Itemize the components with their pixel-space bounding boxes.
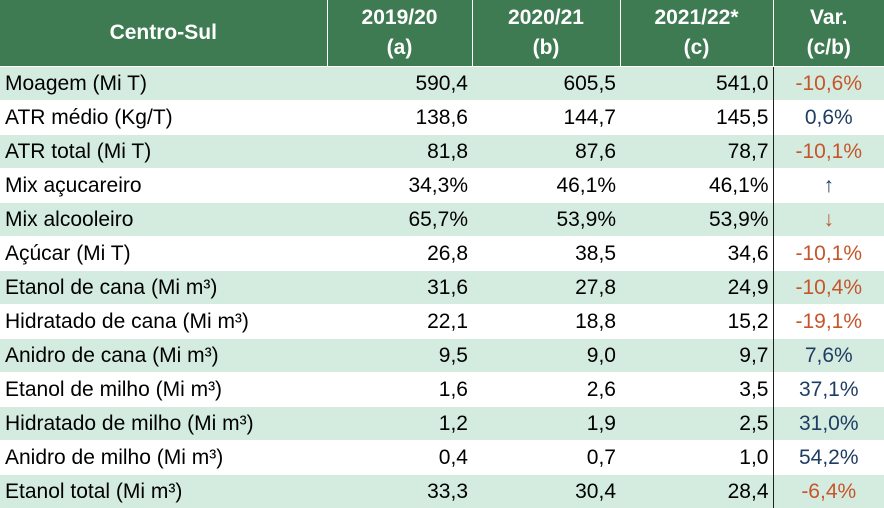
cell-variation: -6,4% bbox=[773, 475, 884, 508]
header-col1-year: 2019/20 bbox=[328, 3, 472, 33]
cell-2019-20: 31,6 bbox=[327, 271, 472, 305]
row-label: Etanol de cana (Mi m³) bbox=[0, 271, 327, 305]
cell-2019-20: 138,6 bbox=[327, 101, 472, 135]
header-col2-year: 2020/21 bbox=[473, 3, 620, 33]
row-label: Mix açucareiro bbox=[0, 169, 327, 203]
cell-2019-20: 81,8 bbox=[327, 135, 472, 169]
cell-2021-22: 15,2 bbox=[620, 305, 773, 339]
cell-2020-21: 53,9% bbox=[472, 203, 620, 237]
row-label: Hidratado de cana (Mi m³) bbox=[0, 305, 327, 339]
cell-variation: 31,0% bbox=[773, 407, 884, 441]
cell-2019-20: 33,3 bbox=[327, 475, 472, 508]
cell-variation: 7,6% bbox=[773, 339, 884, 373]
cell-2019-20: 34,3% bbox=[327, 169, 472, 203]
cell-2021-22: 53,9% bbox=[620, 203, 773, 237]
cell-variation: -10,6% bbox=[773, 67, 884, 101]
cell-2021-22: 2,5 bbox=[620, 407, 773, 441]
header-col1-tag: (a) bbox=[328, 33, 472, 63]
cell-2019-20: 1,6 bbox=[327, 373, 472, 407]
cell-variation: 37,1% bbox=[773, 373, 884, 407]
cell-2019-20: 590,4 bbox=[327, 67, 472, 101]
cell-2020-21: 144,7 bbox=[472, 101, 620, 135]
header-col2-tag: (b) bbox=[473, 33, 620, 63]
cell-2019-20: 1,2 bbox=[327, 407, 472, 441]
row-label: Etanol de milho (Mi m³) bbox=[0, 373, 327, 407]
row-label: Açúcar (Mi T) bbox=[0, 237, 327, 271]
cell-2020-21: 27,8 bbox=[472, 271, 620, 305]
cell-2020-21: 1,9 bbox=[472, 407, 620, 441]
cell-variation: -10,1% bbox=[773, 135, 884, 169]
cell-variation: -10,1% bbox=[773, 237, 884, 271]
cell-variation: ↑ bbox=[773, 169, 884, 203]
table-header: Centro-Sul 2019/20 (a) 2020/21 (b) 2021/… bbox=[0, 0, 884, 67]
cell-2019-20: 22,1 bbox=[327, 305, 472, 339]
cell-2020-21: 605,5 bbox=[472, 67, 620, 101]
row-label: Hidratado de milho (Mi m³) bbox=[0, 407, 327, 441]
cell-2021-22: 541,0 bbox=[620, 67, 773, 101]
row-label: Etanol total (Mi m³) bbox=[0, 475, 327, 508]
cell-2021-22: 78,7 bbox=[620, 135, 773, 169]
cell-2021-22: 28,4 bbox=[620, 475, 773, 508]
row-label: Anidro de milho (Mi m³) bbox=[0, 441, 327, 475]
cell-2020-21: 38,5 bbox=[472, 237, 620, 271]
header-col3-tag: (c) bbox=[621, 33, 773, 63]
cell-variation: -19,1% bbox=[773, 305, 884, 339]
cell-2021-22: 46,1% bbox=[620, 169, 773, 203]
cell-2020-21: 0,7 bbox=[472, 441, 620, 475]
header-col-variation: Var. (c/b) bbox=[773, 0, 884, 67]
cell-2019-20: 65,7% bbox=[327, 203, 472, 237]
cell-variation: 0,6% bbox=[773, 101, 884, 135]
header-col3-year: 2021/22* bbox=[621, 3, 773, 33]
header-region-label: Centro-Sul bbox=[0, 18, 327, 48]
cell-2021-22: 24,9 bbox=[620, 271, 773, 305]
cell-2020-21: 46,1% bbox=[472, 169, 620, 203]
cell-2020-21: 30,4 bbox=[472, 475, 620, 508]
cell-2021-22: 1,0 bbox=[620, 441, 773, 475]
row-label: ATR médio (Kg/T) bbox=[0, 101, 327, 135]
cell-2021-22: 34,6 bbox=[620, 237, 773, 271]
cell-variation: ↓ bbox=[773, 203, 884, 237]
row-label: Anidro de cana (Mi m³) bbox=[0, 339, 327, 373]
cell-2020-21: 2,6 bbox=[472, 373, 620, 407]
cell-variation: 54,2% bbox=[773, 441, 884, 475]
header-row: Centro-Sul 2019/20 (a) 2020/21 (b) 2021/… bbox=[0, 0, 884, 67]
cell-2020-21: 18,8 bbox=[472, 305, 620, 339]
cell-2019-20: 0,4 bbox=[327, 441, 472, 475]
row-label: ATR total (Mi T) bbox=[0, 135, 327, 169]
header-region: Centro-Sul bbox=[0, 0, 327, 67]
header-col-2019-20: 2019/20 (a) bbox=[327, 0, 472, 67]
cell-2019-20: 9,5 bbox=[327, 339, 472, 373]
cell-2021-22: 9,7 bbox=[620, 339, 773, 373]
row-label: Moagem (Mi T) bbox=[0, 67, 327, 101]
header-col-2020-21: 2020/21 (b) bbox=[472, 0, 620, 67]
cell-2019-20: 26,8 bbox=[327, 237, 472, 271]
cell-2020-21: 87,6 bbox=[472, 135, 620, 169]
header-col4-tag: (c/b) bbox=[774, 33, 884, 63]
header-col4-title: Var. bbox=[774, 3, 884, 33]
cell-2020-21: 9,0 bbox=[472, 339, 620, 373]
cell-2021-22: 3,5 bbox=[620, 373, 773, 407]
cell-2021-22: 145,5 bbox=[620, 101, 773, 135]
cell-variation: -10,4% bbox=[773, 271, 884, 305]
row-label: Mix alcooleiro bbox=[0, 203, 327, 237]
header-col-2021-22: 2021/22* (c) bbox=[620, 0, 773, 67]
